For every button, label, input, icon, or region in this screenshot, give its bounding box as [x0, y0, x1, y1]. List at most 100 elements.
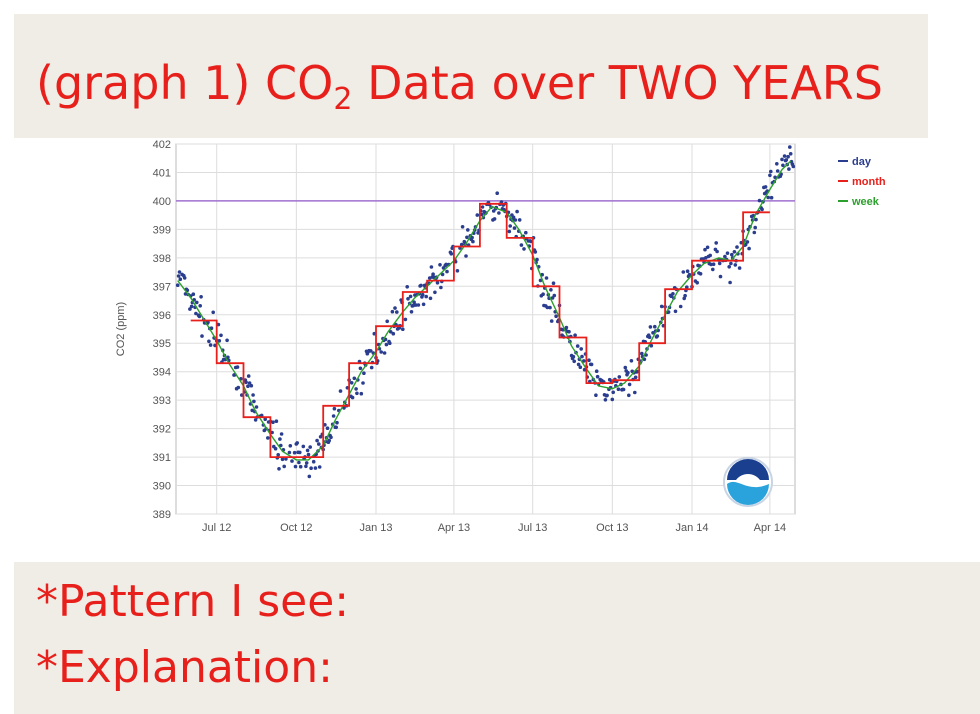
day-point	[401, 327, 405, 331]
day-point	[576, 362, 581, 367]
day-point	[723, 254, 727, 259]
day-point	[727, 265, 731, 269]
day-point	[390, 309, 395, 314]
day-point	[633, 390, 637, 395]
x-tick-label: Apr 13	[438, 522, 470, 534]
day-point	[647, 335, 652, 339]
day-point	[369, 365, 374, 370]
day-point	[564, 325, 569, 330]
day-point	[455, 269, 460, 273]
day-point	[252, 399, 256, 404]
day-point	[263, 417, 267, 422]
day-point	[460, 225, 465, 229]
day-point	[760, 207, 764, 212]
day-point	[616, 387, 621, 391]
day-point	[582, 359, 586, 363]
day-point	[191, 292, 196, 296]
y-axis-label: CO2 (ppm)	[115, 302, 127, 356]
day-point	[176, 274, 181, 278]
day-point	[274, 419, 279, 424]
day-point	[687, 272, 692, 277]
day-point	[354, 387, 358, 391]
day-point	[533, 250, 538, 254]
day-point	[178, 277, 183, 281]
day-point	[246, 374, 251, 378]
day-point	[382, 351, 387, 355]
day-point	[683, 293, 687, 298]
day-point	[414, 303, 418, 307]
response-panel: *Pattern I see: *Explanation:	[14, 562, 980, 714]
y-tick-label: 394	[153, 367, 171, 379]
day-point	[329, 435, 333, 440]
day-point	[445, 269, 449, 274]
day-point	[763, 185, 768, 189]
day-point	[754, 217, 758, 222]
day-point	[549, 288, 553, 292]
day-point	[610, 397, 615, 402]
day-point	[305, 448, 310, 453]
day-point	[197, 314, 202, 319]
day-point	[391, 331, 396, 336]
day-point	[226, 355, 230, 360]
day-point	[780, 157, 784, 162]
day-point	[189, 304, 194, 309]
x-tick-label: Jul 13	[518, 522, 547, 534]
legend-day-label: day	[852, 156, 872, 168]
day-point	[253, 418, 258, 422]
day-point	[297, 460, 301, 465]
series-week-line	[177, 160, 792, 461]
day-point	[732, 250, 737, 254]
day-point	[579, 347, 583, 351]
day-point	[308, 445, 312, 449]
day-point	[235, 365, 240, 369]
day-point	[651, 331, 655, 335]
day-point	[416, 303, 421, 307]
day-point	[548, 305, 552, 310]
day-point	[306, 452, 311, 457]
day-point	[424, 294, 429, 299]
day-point	[338, 389, 343, 393]
day-point	[552, 293, 557, 298]
day-point	[304, 464, 308, 469]
day-point	[194, 311, 198, 316]
x-tick-label: Oct 13	[596, 522, 628, 534]
day-point	[384, 342, 389, 347]
day-point	[433, 290, 437, 295]
day-point	[513, 218, 518, 222]
day-point	[279, 443, 283, 448]
day-point	[567, 329, 571, 334]
pattern-prompt: *Pattern I see:	[36, 576, 350, 627]
day-point	[175, 283, 180, 287]
y-tick-label: 390	[153, 481, 171, 493]
day-point	[475, 213, 480, 217]
day-point	[292, 450, 297, 455]
day-point	[617, 375, 622, 379]
day-point	[388, 341, 392, 345]
day-point	[775, 162, 779, 166]
y-tick-label: 397	[153, 281, 171, 293]
day-point	[301, 444, 306, 449]
x-tick-label: Jan 14	[675, 522, 708, 534]
day-point	[295, 441, 299, 445]
day-point	[435, 281, 440, 285]
day-point	[766, 195, 770, 200]
day-point	[449, 252, 454, 256]
x-axis-ticks: Jul 12 Oct 12 Jan 13 Apr 13 Jul 13 Oct 13 Jan …	[202, 522, 786, 534]
day-point	[627, 393, 631, 398]
day-point	[649, 343, 654, 348]
day-point	[395, 310, 399, 314]
day-point	[406, 297, 410, 301]
x-tick-label: Apr 14	[754, 522, 786, 534]
day-point	[273, 446, 278, 451]
day-point	[379, 350, 384, 354]
day-point	[717, 261, 722, 266]
day-point	[358, 366, 363, 371]
x-tick-label: Jan 13	[359, 522, 392, 534]
day-point	[725, 251, 730, 255]
day-point	[444, 262, 448, 267]
day-point	[605, 393, 609, 398]
day-point	[352, 376, 357, 381]
day-point	[787, 167, 791, 171]
day-point	[730, 252, 734, 257]
day-point	[236, 385, 241, 390]
